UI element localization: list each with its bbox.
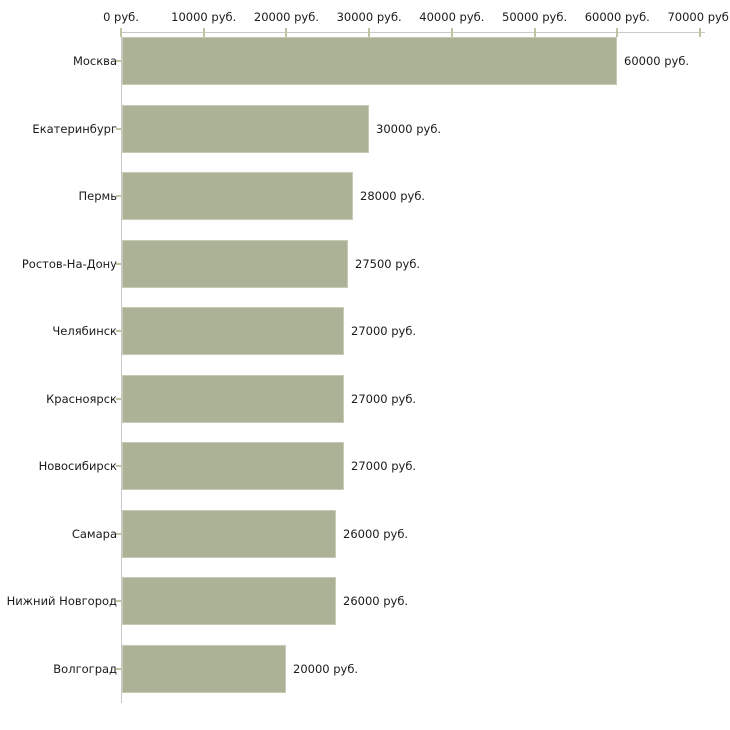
category-label: Самара	[71, 526, 117, 541]
category-label: Екатеринбург	[32, 121, 117, 136]
y-tick-mark	[116, 195, 121, 197]
category-label: Пермь	[78, 189, 117, 203]
category-label: Новосибирск	[38, 459, 117, 473]
x-axis-tick-label: 40000 руб.	[419, 10, 485, 24]
x-axis-tick-label: 20000 руб.	[253, 10, 319, 24]
y-tick-mark	[116, 600, 121, 602]
bar	[122, 645, 286, 693]
value-label: 20000 руб.	[293, 661, 359, 676]
x-tick-mark	[699, 28, 701, 37]
y-tick-mark	[116, 465, 121, 467]
category-label: Москва	[72, 54, 117, 68]
y-tick-mark	[116, 532, 121, 535]
bar	[122, 510, 336, 558]
value-label: 30000 руб.	[376, 121, 442, 136]
y-tick-mark	[116, 667, 121, 670]
x-tick-mark	[285, 28, 288, 37]
y-axis-line	[121, 32, 122, 703]
x-axis-tick-label: 60000 руб.	[584, 10, 650, 24]
x-axis-tick-label: 10000 руб.	[171, 10, 237, 24]
bar	[122, 240, 348, 288]
value-label: 27000 руб.	[351, 324, 417, 338]
x-tick-mark	[616, 28, 619, 37]
x-axis-line	[121, 32, 705, 33]
x-axis-tick-label: 50000 руб.	[502, 10, 568, 24]
category-label: Ростов-На-Дону	[21, 256, 117, 271]
y-tick-mark	[116, 330, 121, 332]
value-label: 26000 руб.	[343, 594, 409, 608]
bar	[122, 105, 369, 153]
x-axis-tick-label: 0 руб.	[103, 10, 139, 24]
value-label: 60000 руб.	[624, 54, 690, 68]
value-label: 27000 руб.	[351, 459, 417, 473]
y-tick-mark	[116, 127, 121, 130]
value-label: 27500 руб.	[355, 256, 421, 271]
category-label: Нижний Новгород	[6, 594, 117, 608]
category-label: Челябинск	[52, 324, 117, 338]
category-label: Волгоград	[53, 661, 117, 676]
x-tick-mark	[368, 28, 371, 37]
value-label: 26000 руб.	[343, 526, 409, 541]
bar	[122, 172, 353, 220]
bar	[122, 307, 344, 355]
bar	[122, 442, 344, 490]
x-tick-mark	[533, 28, 536, 37]
x-tick-mark	[450, 28, 453, 37]
y-tick-mark	[116, 60, 121, 62]
y-tick-mark	[116, 397, 121, 400]
bar	[122, 375, 344, 423]
y-tick-mark	[116, 262, 121, 265]
x-axis-tick-label: 70000 руб.	[667, 10, 730, 24]
bar	[122, 37, 617, 85]
x-axis-tick-label: 30000 руб.	[336, 10, 402, 24]
x-tick-mark	[120, 28, 122, 37]
value-label: 28000 руб.	[360, 189, 426, 203]
x-tick-mark	[202, 28, 205, 37]
category-label: Красноярск	[46, 391, 117, 406]
value-label: 27000 руб.	[351, 391, 417, 406]
bar	[122, 577, 336, 625]
